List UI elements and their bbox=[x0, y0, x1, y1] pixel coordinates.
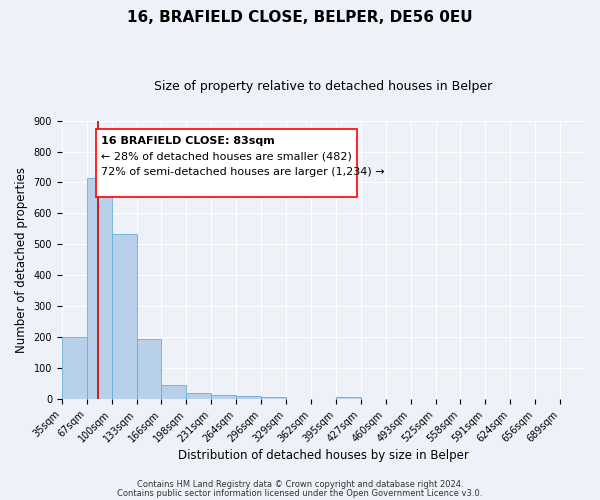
Bar bbox=[211, 395, 236, 399]
Text: ← 28% of detached houses are smaller (482): ← 28% of detached houses are smaller (48… bbox=[101, 152, 352, 162]
Bar bbox=[261, 396, 286, 399]
Bar bbox=[236, 396, 261, 399]
X-axis label: Distribution of detached houses by size in Belper: Distribution of detached houses by size … bbox=[178, 450, 469, 462]
Y-axis label: Number of detached properties: Number of detached properties bbox=[15, 167, 28, 353]
Text: 16 BRAFIELD CLOSE: 83sqm: 16 BRAFIELD CLOSE: 83sqm bbox=[101, 136, 275, 146]
Bar bbox=[336, 396, 361, 399]
Text: Contains HM Land Registry data © Crown copyright and database right 2024.: Contains HM Land Registry data © Crown c… bbox=[137, 480, 463, 489]
Bar bbox=[86, 178, 112, 399]
Bar bbox=[137, 340, 161, 399]
Text: 72% of semi-detached houses are larger (1,234) →: 72% of semi-detached houses are larger (… bbox=[101, 167, 385, 177]
FancyBboxPatch shape bbox=[96, 129, 358, 197]
Title: Size of property relative to detached houses in Belper: Size of property relative to detached ho… bbox=[154, 80, 493, 93]
Bar bbox=[62, 338, 86, 399]
Bar bbox=[187, 393, 211, 399]
Bar bbox=[112, 234, 137, 399]
Text: 16, BRAFIELD CLOSE, BELPER, DE56 0EU: 16, BRAFIELD CLOSE, BELPER, DE56 0EU bbox=[127, 10, 473, 25]
Bar bbox=[161, 384, 187, 399]
Text: Contains public sector information licensed under the Open Government Licence v3: Contains public sector information licen… bbox=[118, 488, 482, 498]
